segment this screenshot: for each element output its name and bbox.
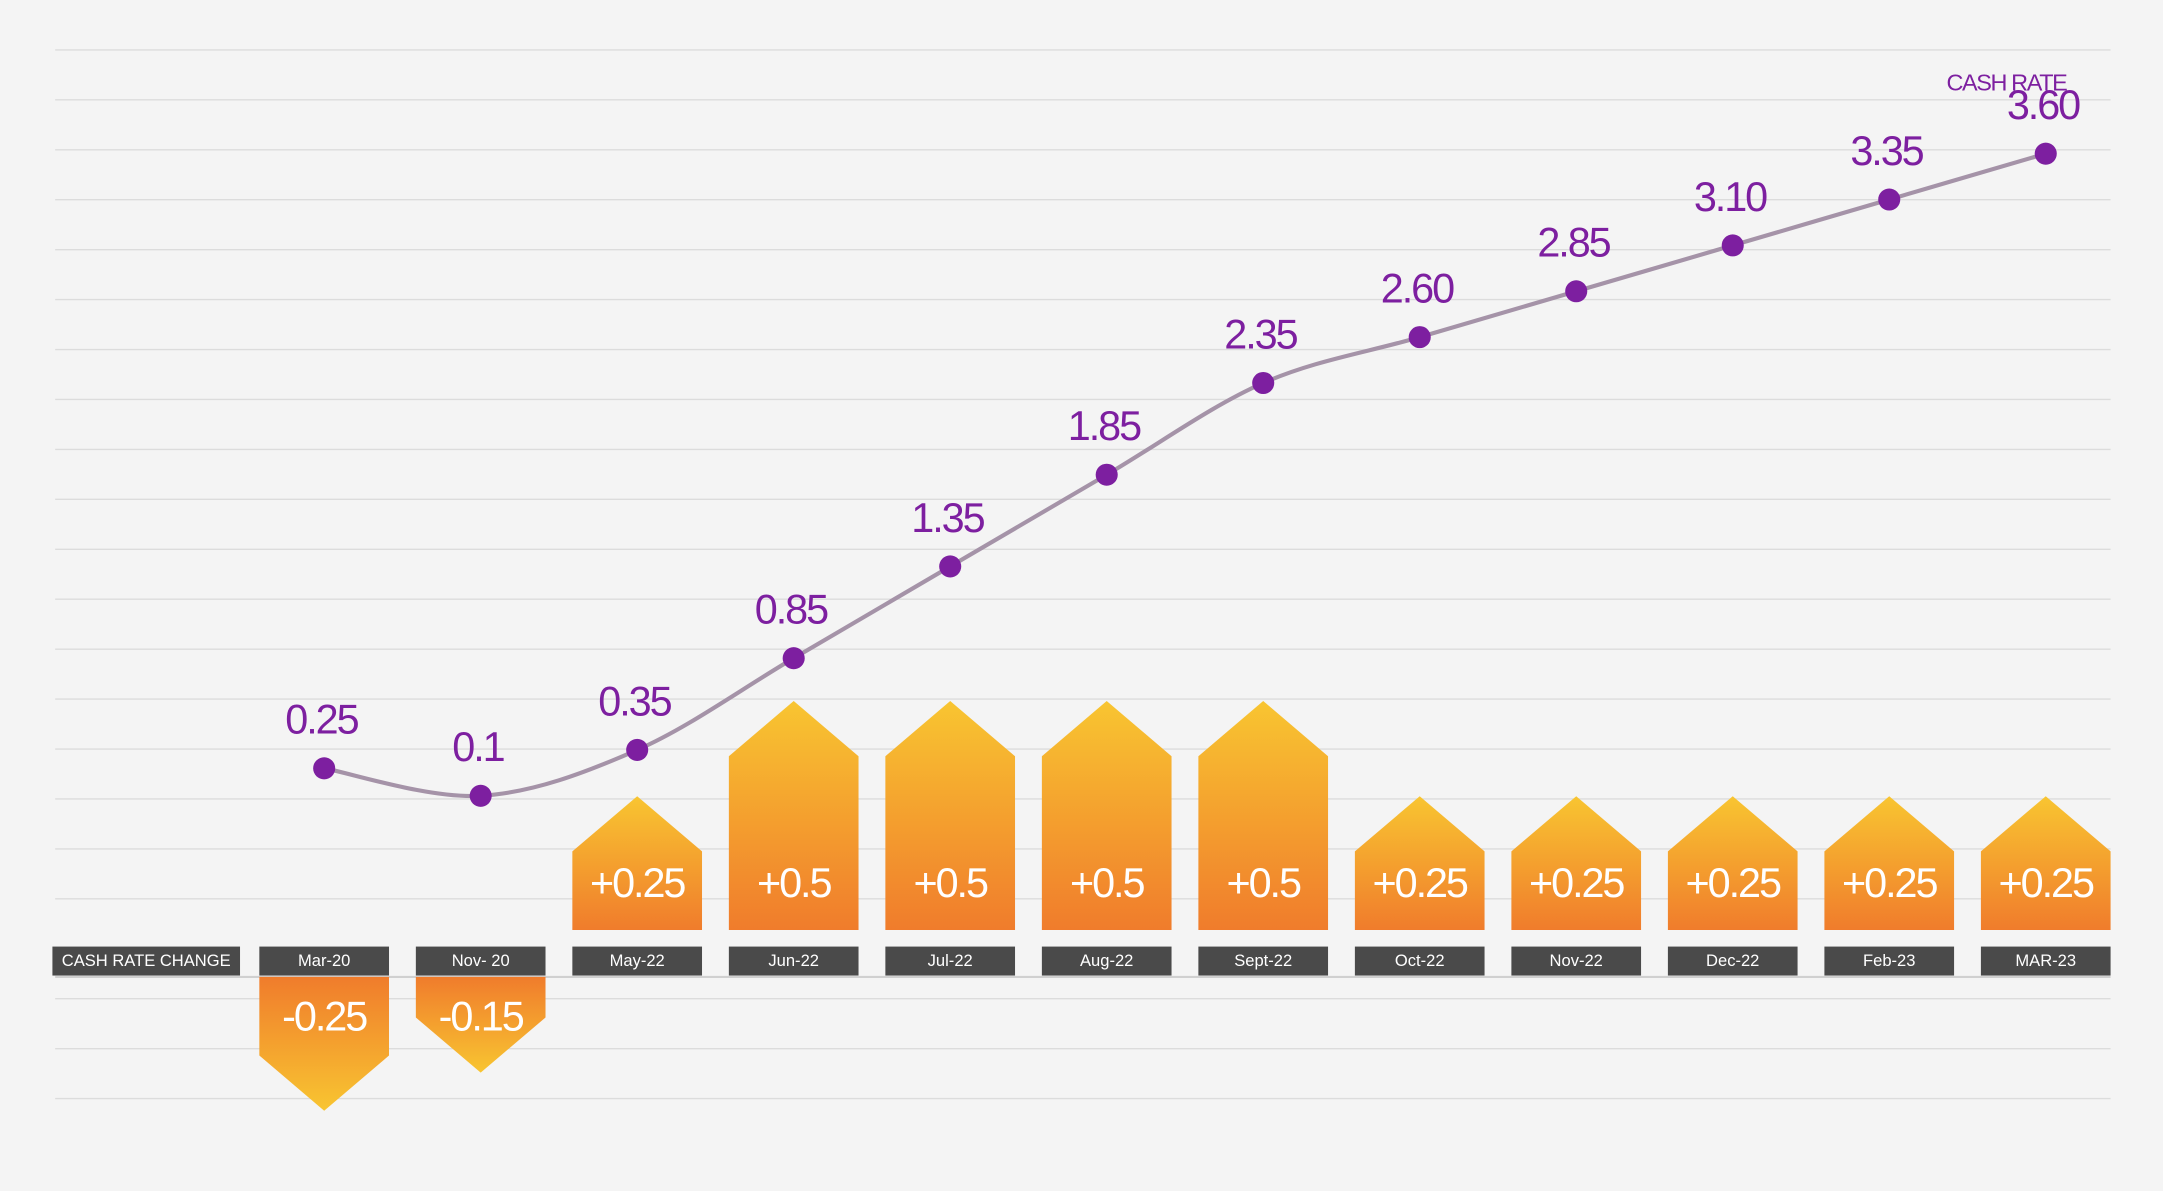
change-label-box: [52, 946, 241, 976]
change-arrow: [728, 701, 859, 931]
change-arrow: [1198, 701, 1329, 931]
rate-label: 0.35: [598, 678, 671, 724]
change-label: +0.25: [1373, 860, 1468, 906]
x-tick-label: Jun-22: [768, 951, 819, 970]
change-arrow: [1980, 796, 2111, 931]
category-box: [1198, 946, 1329, 976]
change-label: -0.25: [282, 994, 367, 1040]
change-arrow: [1667, 796, 1798, 931]
rate-point: [626, 738, 649, 761]
change-label: +0.25: [1686, 860, 1781, 906]
category-box: [885, 946, 1016, 976]
change-label: +0.25: [1842, 860, 1937, 906]
category-box: [1980, 946, 2111, 976]
rate-label: 3.10: [1694, 174, 1767, 220]
change-arrow: [1824, 796, 1955, 931]
category-box: [415, 946, 546, 976]
change-arrow: [259, 976, 390, 1111]
change-arrow: [1354, 796, 1485, 931]
x-tick-label: MAR-23: [2015, 951, 2076, 970]
rate-label: 3.60: [2007, 82, 2080, 128]
rate-point: [1408, 326, 1431, 349]
rate-label: 0.85: [755, 587, 828, 633]
category-box: [728, 946, 859, 976]
category-box: [1824, 946, 1955, 976]
change-arrow: [415, 976, 546, 1073]
change-label: +0.5: [913, 860, 987, 906]
rate-label: 1.85: [1068, 403, 1141, 449]
change-label: +0.25: [1529, 860, 1624, 906]
change-label: +0.25: [590, 860, 685, 906]
change-label: +0.5: [1070, 860, 1144, 906]
change-label: +0.5: [1227, 860, 1301, 906]
change-label: +0.25: [1999, 860, 2094, 906]
x-tick-label: Dec-22: [1706, 951, 1759, 970]
series-label: CASH RATE: [1946, 70, 2067, 96]
rate-point: [939, 555, 962, 578]
x-tick-label: May-22: [610, 951, 665, 970]
x-tick-label: Aug-22: [1080, 951, 1133, 970]
category-box: [572, 946, 703, 976]
rate-point: [1721, 234, 1744, 257]
x-tick-label: Feb-23: [1863, 951, 1915, 970]
rate-point: [313, 757, 336, 780]
rate-label: 0.25: [285, 697, 358, 743]
x-tick-label: Nov- 20: [452, 951, 510, 970]
rate-label: 2.60: [1381, 266, 1454, 312]
rate-point: [782, 647, 805, 670]
category-box: [1667, 946, 1798, 976]
rate-label: 1.35: [911, 495, 984, 541]
rate-label: 0.1: [452, 724, 503, 770]
change-arrow: [1041, 701, 1172, 931]
rate-point: [1095, 463, 1118, 486]
rate-point: [2034, 142, 2057, 165]
x-tick-label: Mar-20: [298, 951, 350, 970]
category-box: [1511, 946, 1642, 976]
rate-point: [1565, 280, 1588, 303]
change-label: -0.15: [439, 994, 524, 1040]
change-arrow: [885, 701, 1016, 931]
rate-point: [469, 784, 492, 807]
change-label: +0.5: [757, 860, 831, 906]
category-box: [1354, 946, 1485, 976]
rate-label: 2.85: [1537, 220, 1610, 266]
category-box: [1041, 946, 1172, 976]
rate-point: [1878, 188, 1901, 211]
rate-label: 3.35: [1850, 128, 1923, 174]
x-tick-label: Sept-22: [1234, 951, 1292, 970]
category-box: [259, 946, 390, 976]
change-label: CASH RATE CHANGE: [62, 951, 231, 970]
rate-point: [1252, 371, 1275, 395]
x-tick-label: Jul-22: [928, 951, 973, 970]
rate-label: 2.35: [1224, 311, 1297, 357]
change-arrow: [572, 796, 703, 931]
x-tick-label: Nov-22: [1550, 951, 1603, 970]
change-arrow: [1511, 796, 1642, 931]
x-tick-label: Oct-22: [1395, 951, 1445, 970]
